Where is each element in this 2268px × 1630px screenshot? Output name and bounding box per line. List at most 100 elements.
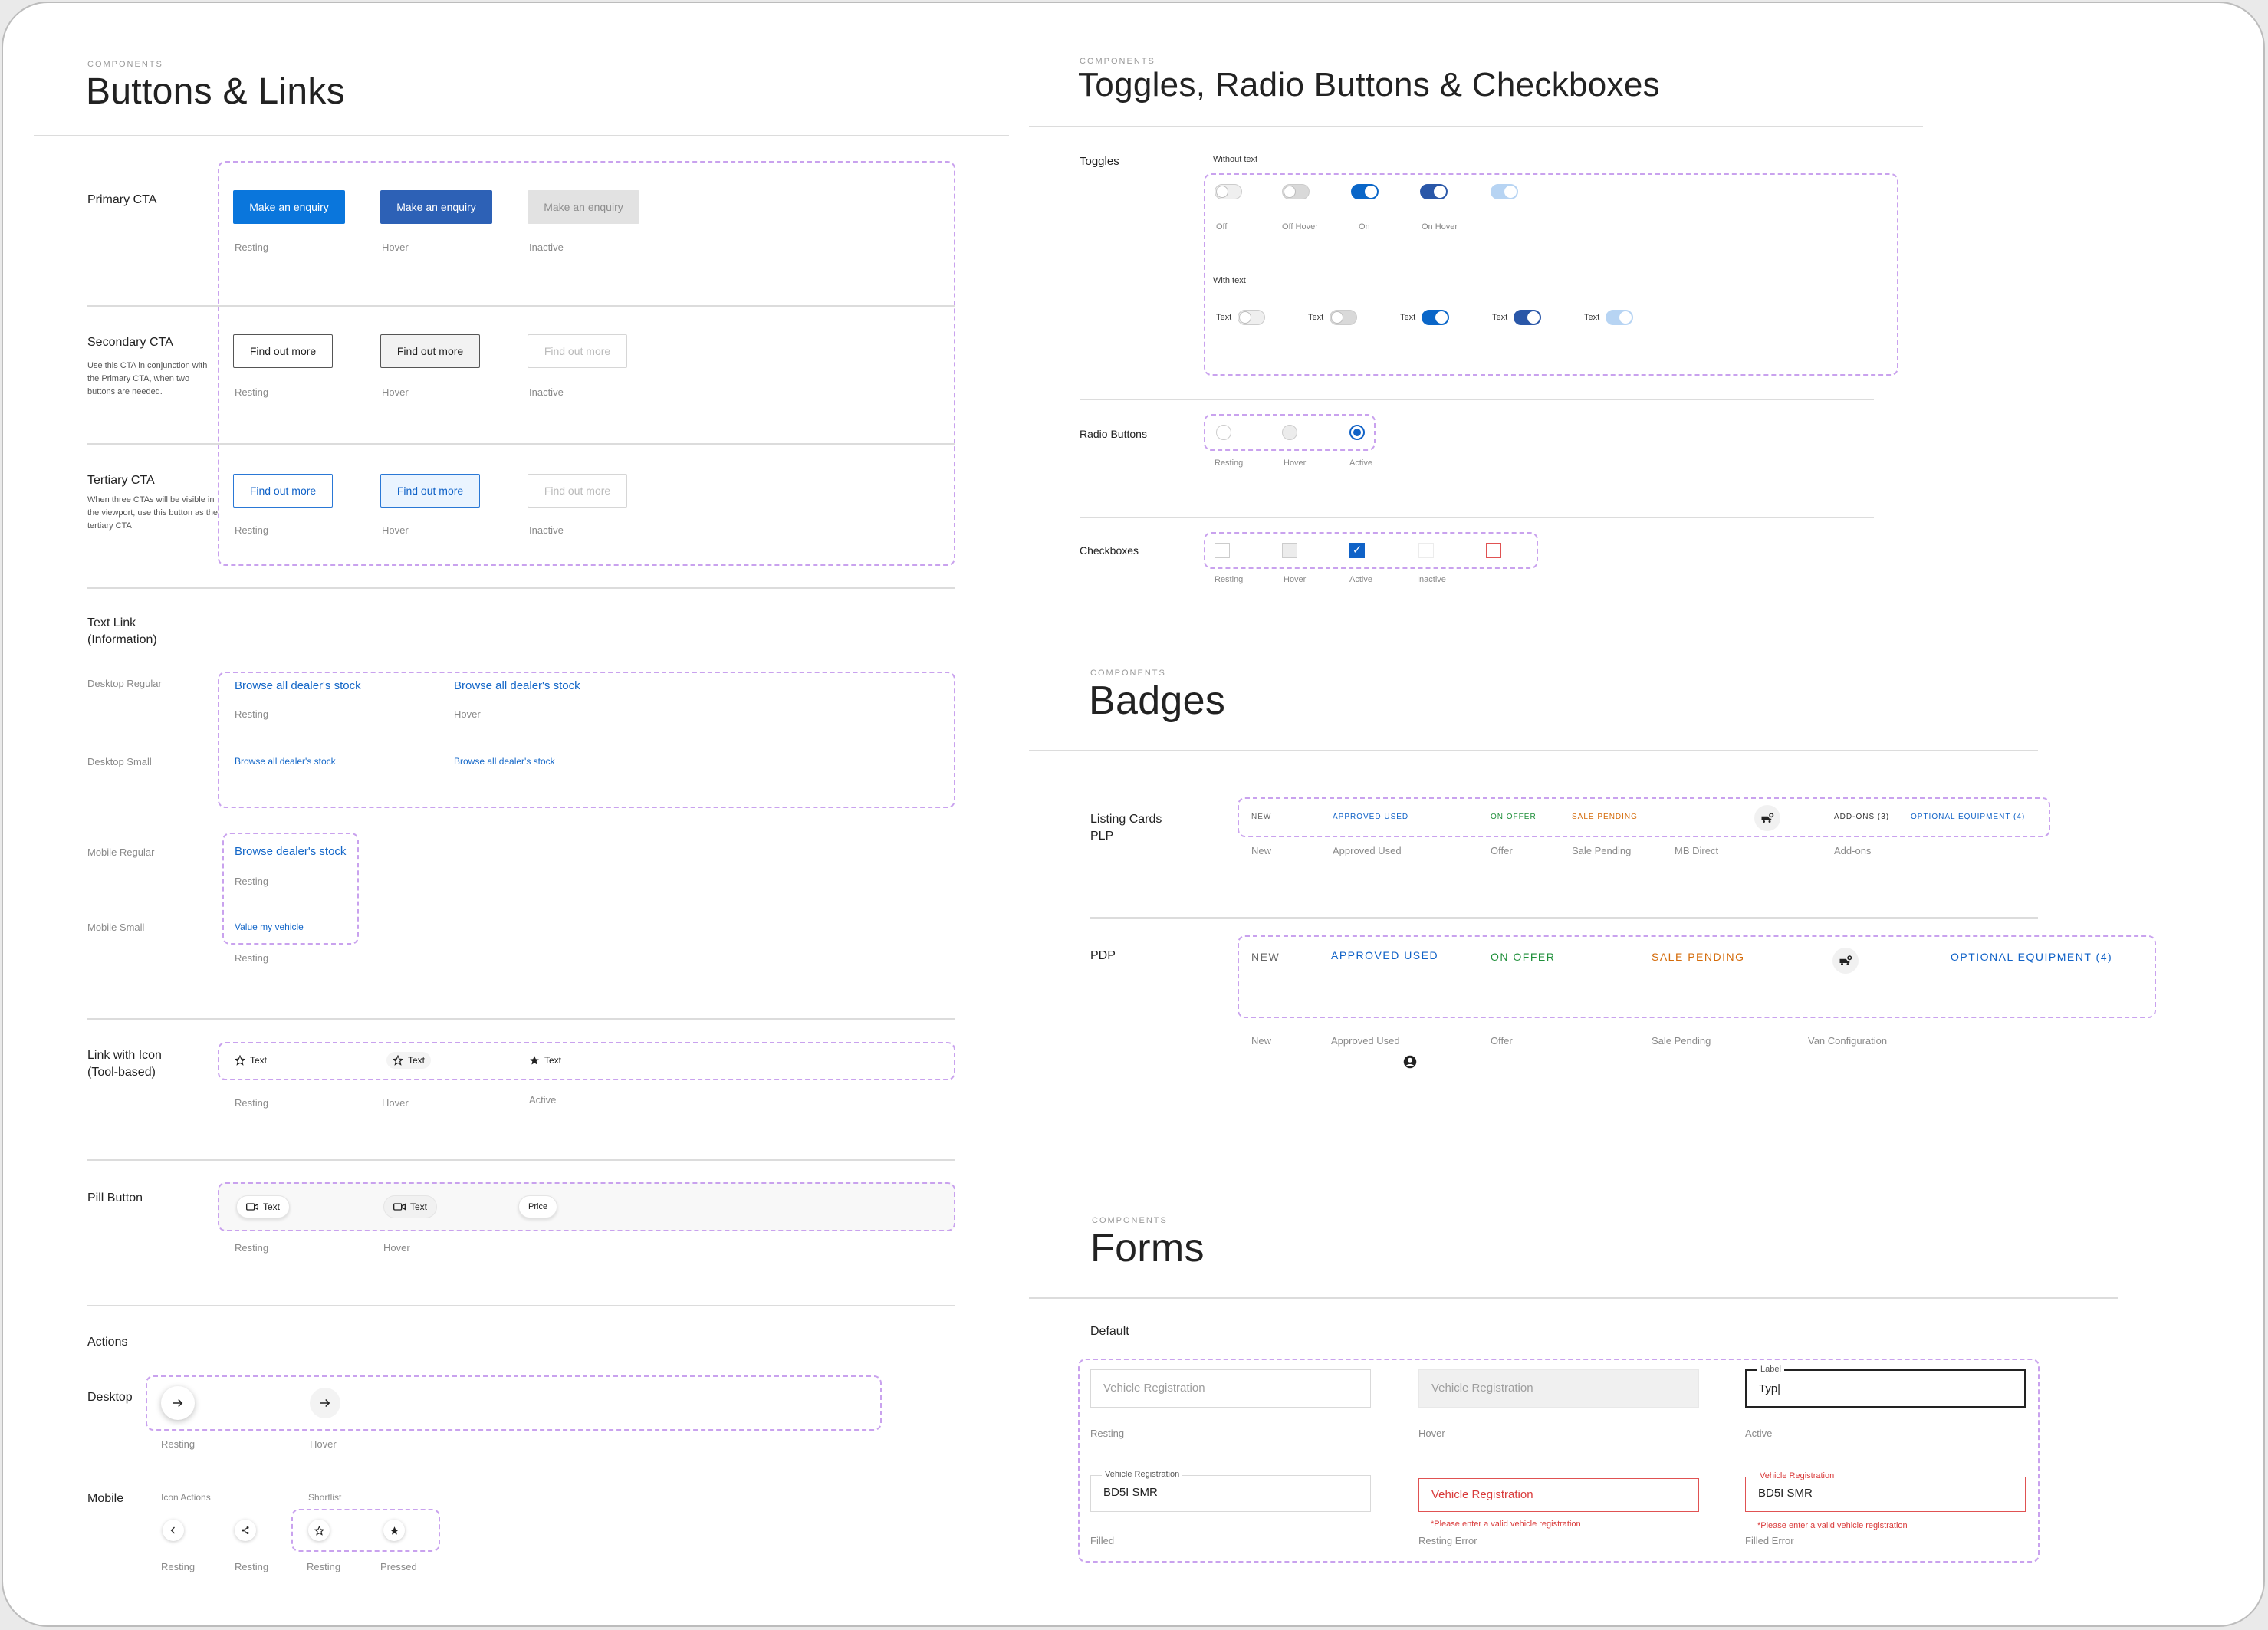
toggle-with-text-on-hover[interactable]: [1514, 310, 1541, 325]
registration-field-resting-error[interactable]: Vehicle Registration: [1418, 1478, 1699, 1512]
arrow-action-resting[interactable]: [161, 1386, 195, 1420]
icon-link-active[interactable]: Text: [529, 1055, 561, 1066]
toggle-with-text-off-hover[interactable]: [1330, 310, 1357, 325]
toggles-frame: [1204, 173, 1898, 376]
user-circle-icon: [1403, 1055, 1417, 1073]
text-link-desktop-small-hover[interactable]: Browse all dealer's stock: [454, 756, 555, 767]
toggle-off[interactable]: [1215, 184, 1242, 199]
text-link-mobile-small[interactable]: Value my vehicle: [235, 922, 304, 932]
toggle-on[interactable]: [1351, 184, 1379, 199]
field-value: BD5I SMR: [1758, 1487, 1813, 1500]
registration-field-resting[interactable]: Vehicle Registration: [1090, 1369, 1371, 1408]
state-caption: Hover: [382, 1097, 409, 1109]
secondary-cta-button[interactable]: Find out more: [233, 334, 333, 368]
star-outline-icon: [314, 1525, 324, 1536]
field-caption: Resting Error: [1418, 1535, 1477, 1546]
badge-sale-pending: SALE PENDING: [1572, 813, 1638, 821]
registration-field-filled-error[interactable]: Vehicle Registration BD5I SMR: [1745, 1471, 2026, 1512]
tertiary-cta-button-inactive: Find out more: [528, 474, 627, 508]
badge-caption: MB Direct: [1675, 845, 1719, 856]
pill-button-price[interactable]: Price: [518, 1195, 558, 1218]
arrow-action-hover[interactable]: [310, 1388, 340, 1418]
checkbox-error[interactable]: [1486, 543, 1501, 558]
checkbox-hover[interactable]: [1282, 543, 1297, 558]
toggle-text: Text: [1216, 313, 1232, 322]
icon-link-resting[interactable]: Text: [235, 1055, 267, 1066]
state-caption: Resting: [235, 1242, 269, 1254]
shortlist-button-pressed[interactable]: [383, 1520, 405, 1541]
text-link-label: Text Link: [87, 616, 136, 629]
tertiary-cta-description: When three CTAs will be visible in the v…: [87, 495, 218, 531]
secondary-cta-button-hover[interactable]: Find out more: [380, 334, 480, 368]
state-caption: Inactive: [529, 524, 564, 536]
star-filled-icon: [390, 1526, 399, 1535]
state-caption: Inactive: [529, 386, 564, 398]
back-action-button[interactable]: [163, 1520, 184, 1541]
field-caption: Active: [1745, 1428, 1773, 1439]
field-caption: Filled Error: [1745, 1535, 1794, 1546]
divider: [1080, 399, 1874, 400]
share-action-button[interactable]: [235, 1520, 256, 1541]
link-icon-frame: [218, 1042, 955, 1080]
star-outline-icon: [235, 1055, 245, 1066]
icon-link-hover[interactable]: Text: [386, 1052, 432, 1069]
pill-button-resting[interactable]: Text: [236, 1195, 291, 1218]
tertiary-cta-label: Tertiary CTA: [87, 474, 155, 487]
text-link-frame: [218, 672, 955, 808]
text-link-desktop-regular[interactable]: Browse all dealer's stock: [235, 679, 361, 692]
link-icon-label: Link with Icon: [87, 1049, 162, 1062]
checkbox-frame: [1204, 532, 1538, 569]
field-caption: Hover: [1418, 1428, 1445, 1439]
radio-active[interactable]: [1349, 425, 1365, 440]
shortlist-button-resting[interactable]: [308, 1520, 330, 1541]
pill-button-hover[interactable]: Text: [383, 1195, 438, 1218]
pdp-label: PDP: [1090, 949, 1116, 962]
toggle-off-hover[interactable]: [1282, 184, 1310, 199]
van-configuration-badge: [1832, 948, 1859, 974]
badge-approved-used-large: APPROVED USED: [1331, 949, 1439, 961]
primary-cta-button-hover[interactable]: Make an enquiry: [380, 190, 492, 224]
primary-cta-button-inactive: Make an enquiry: [528, 190, 639, 224]
toggle-with-text-on[interactable]: [1422, 310, 1449, 325]
checkbox-active[interactable]: ✓: [1349, 543, 1365, 558]
radio-buttons-label: Radio Buttons: [1080, 428, 1147, 440]
checkbox-resting[interactable]: [1215, 543, 1230, 558]
toggles-label: Toggles: [1080, 155, 1119, 168]
badge-on-offer-large: ON OFFER: [1491, 951, 1556, 963]
state-caption: Resting: [235, 242, 269, 253]
badge-caption: Approved Used: [1333, 845, 1402, 856]
section-title-toggles: Toggles, Radio Buttons & Checkboxes: [1078, 66, 1660, 104]
radio-hover[interactable]: [1282, 425, 1297, 440]
text-link-mobile-regular[interactable]: Browse dealer's stock: [235, 845, 347, 858]
state-caption: Hover: [382, 242, 409, 253]
badge-new-large: NEW: [1251, 951, 1280, 963]
tertiary-cta-button-hover[interactable]: Find out more: [380, 474, 480, 508]
primary-cta-button[interactable]: Make an enquiry: [233, 190, 345, 224]
registration-field-hover[interactable]: Vehicle Registration: [1418, 1369, 1699, 1408]
state-caption: Resting: [235, 386, 269, 398]
state-caption: Inactive: [529, 242, 564, 253]
badge-caption: Offer: [1491, 1035, 1513, 1047]
toggle-on-hover[interactable]: [1420, 184, 1448, 199]
actions-label: Actions: [87, 1336, 128, 1349]
video-camera-icon: [393, 1203, 406, 1211]
mb-direct-badge: [1754, 805, 1780, 831]
radio-resting[interactable]: [1216, 425, 1231, 440]
chevron-left-icon: [170, 1526, 175, 1534]
divider: [87, 443, 955, 445]
primary-cta-label: Primary CTA: [87, 193, 157, 206]
without-text-label: Without text: [1213, 155, 1258, 164]
divider: [87, 1159, 955, 1161]
badge-sale-pending-large: SALE PENDING: [1652, 951, 1745, 963]
tertiary-cta-button[interactable]: Find out more: [233, 474, 333, 508]
text-link-desktop-small[interactable]: Browse all dealer's stock: [235, 756, 336, 767]
state-caption: Resting: [235, 952, 269, 964]
registration-field-filled[interactable]: Vehicle Registration BD5I SMR: [1090, 1470, 1371, 1512]
badge-optional-equipment: OPTIONAL EQUIPMENT (4): [1911, 813, 2026, 821]
badge-add-ons: ADD-ONS (3): [1834, 813, 1890, 821]
state-caption: Active: [1349, 575, 1372, 584]
toggle-with-text-off[interactable]: [1238, 310, 1265, 325]
registration-field-active[interactable]: Label Typ|: [1745, 1365, 2026, 1408]
secondary-cta-description: Use this CTA in conjunction with the Pri…: [87, 361, 208, 396]
text-link-desktop-regular-hover[interactable]: Browse all dealer's stock: [454, 679, 580, 692]
